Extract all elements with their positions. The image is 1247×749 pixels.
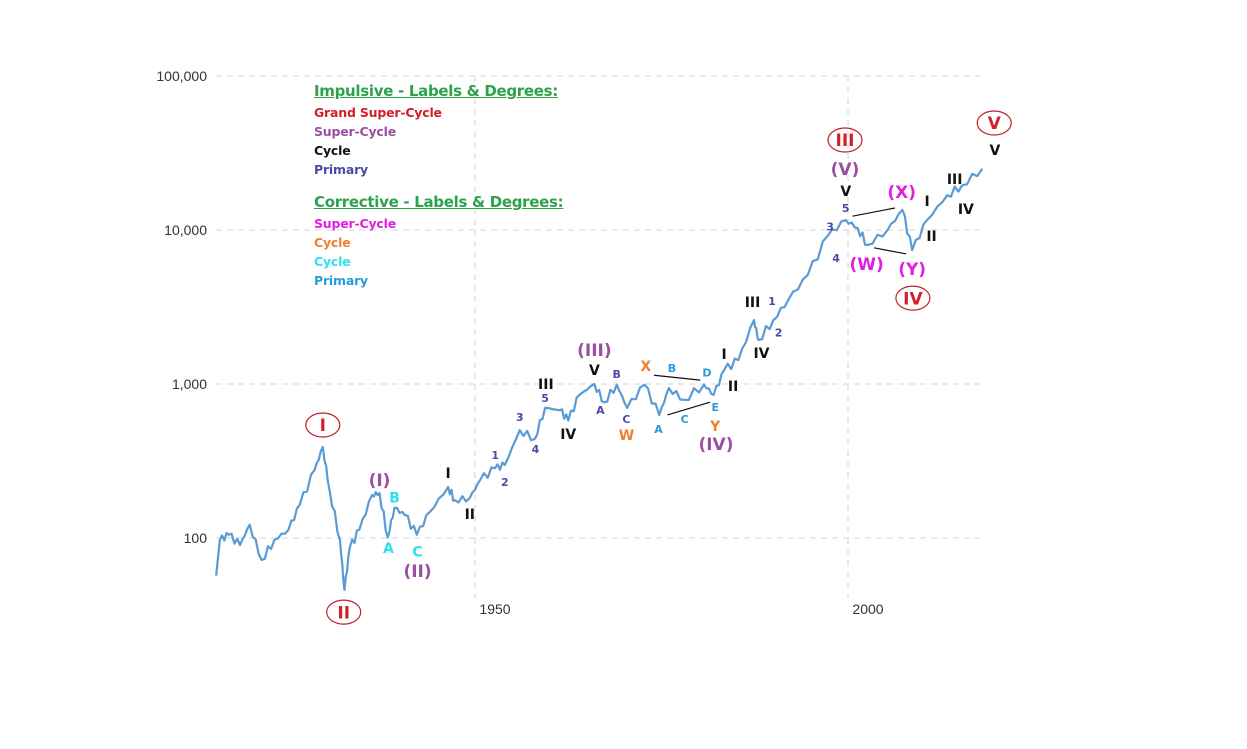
wave-label: 2 — [501, 476, 509, 489]
label-circle — [326, 599, 362, 625]
wave-label: 2 — [775, 326, 783, 339]
wave-label: (X) — [887, 183, 916, 203]
wave-label: IV — [958, 202, 974, 218]
wave-label: A — [596, 404, 605, 417]
y-tick-label: 1,000 — [172, 376, 207, 392]
wave-label: I — [320, 416, 326, 436]
wave-label: (I) — [369, 471, 391, 491]
wave-label: X — [640, 359, 651, 375]
wave-label: 5 — [541, 392, 549, 405]
wave-label: 3 — [826, 221, 834, 234]
wave-label: 1 — [768, 295, 776, 308]
x-tick-label: 2000 — [852, 601, 883, 617]
wave-label: (III) — [577, 341, 612, 361]
wave-label: 4 — [532, 443, 540, 456]
wave-label: II — [926, 229, 936, 245]
wave-label: 3 — [516, 411, 524, 424]
legend-corrective-title: Corrective - Labels & Degrees: — [314, 193, 564, 211]
wave-label: C — [622, 413, 630, 426]
legend-item: Cycle — [314, 254, 351, 269]
legend-item: Cycle — [314, 235, 351, 250]
legend-item: Grand Super-Cycle — [314, 105, 442, 120]
wave-label: I — [446, 466, 451, 482]
legend-item: Super-Cycle — [314, 216, 396, 231]
wave-label: Y — [709, 419, 721, 435]
wave-label: IV — [753, 346, 769, 362]
wave-label: IV — [903, 289, 923, 309]
x-tick-label: 1950 — [479, 601, 510, 617]
wave-label: 1 — [491, 449, 499, 462]
wave-label: IV — [560, 427, 576, 443]
label-circle — [895, 285, 931, 311]
wave-label: (IV) — [698, 435, 733, 455]
wave-label: (V) — [831, 160, 860, 180]
wave-label: (W) — [850, 255, 884, 275]
wave-label: C — [412, 544, 422, 560]
wave-label: V — [990, 143, 1001, 159]
wave-label: III — [836, 131, 855, 151]
wave-label: (Y) — [898, 260, 926, 280]
trendline — [873, 247, 907, 255]
wave-label: I — [722, 347, 727, 363]
legend: Impulsive - Labels & Degrees: Grand Supe… — [314, 82, 564, 290]
wave-label: V — [988, 114, 1002, 134]
wave-label: II — [728, 379, 738, 395]
wave-label: V — [840, 184, 851, 200]
series-line — [215, 168, 984, 592]
wave-label: E — [711, 401, 719, 414]
wave-label: C — [681, 413, 689, 426]
y-tick-label: 100,000 — [156, 68, 207, 84]
wave-label: I — [924, 194, 929, 210]
wave-label: W — [619, 428, 634, 444]
legend-item: Cycle — [314, 143, 351, 158]
wave-label: II — [337, 603, 350, 623]
legend-item: Super-Cycle — [314, 124, 396, 139]
wave-label: A — [383, 541, 394, 557]
wave-label: V — [589, 363, 600, 379]
wave-label: B — [668, 362, 676, 375]
wave-label: III — [947, 172, 963, 188]
legend-item: Primary — [314, 273, 368, 288]
wave-label: II — [465, 507, 475, 523]
trendline — [653, 374, 701, 381]
legend-impulsive-title: Impulsive - Labels & Degrees: — [314, 82, 558, 100]
label-circle — [976, 110, 1012, 136]
label-circle — [827, 127, 863, 153]
wave-label: A — [654, 423, 663, 436]
wave-label: III — [538, 377, 554, 393]
trendline — [852, 207, 896, 217]
wave-label: B — [613, 368, 621, 381]
trendline — [667, 401, 711, 416]
y-tick-label: 100 — [184, 530, 208, 546]
legend-item: Primary — [314, 162, 368, 177]
wave-label: (II) — [403, 562, 431, 582]
y-tick-label: 10,000 — [164, 222, 207, 238]
wave-label: III — [745, 295, 761, 311]
wave-label: D — [702, 366, 711, 379]
label-circle — [305, 412, 341, 438]
wave-label: 5 — [842, 202, 850, 215]
wave-label: B — [389, 490, 400, 506]
wave-label: 4 — [832, 252, 840, 265]
